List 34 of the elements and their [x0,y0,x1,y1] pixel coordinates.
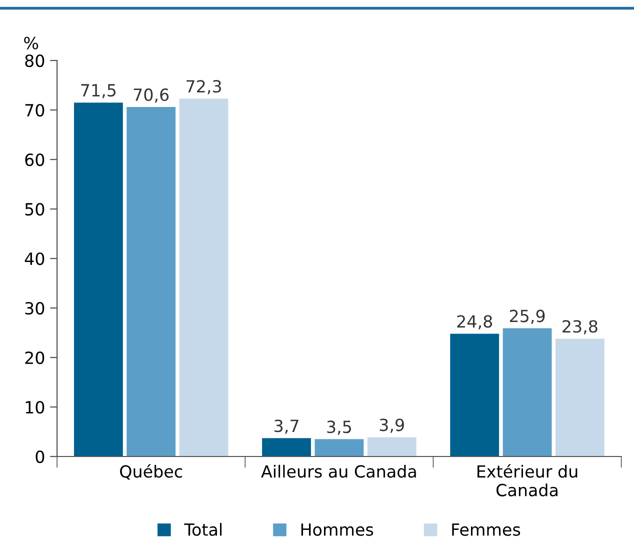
data-label: 71,5 [81,84,116,98]
y-tick-label: 10 [26,400,44,414]
bar [367,437,416,456]
bar [126,107,176,456]
bar [314,439,364,456]
data-label: 23,8 [562,320,598,334]
x-tick-label: Ailleurs au Canada [261,464,416,478]
bar [74,102,123,456]
bar [262,438,311,456]
data-label: 25,9 [510,310,545,324]
y-tick-label: 70 [25,104,44,117]
data-label: 24,8 [457,315,492,330]
bar [555,338,604,456]
bar [179,98,228,456]
legend-label: Femmes [452,523,520,536]
x-tick-label: Extérieur du Canada [478,464,578,496]
data-label: 3,9 [380,418,404,433]
y-tick-label: 50 [25,202,44,216]
data-label: 72,3 [186,80,221,94]
y-tick-label: 80 [25,54,44,68]
bar [450,334,500,456]
data-label: 3,5 [327,420,351,435]
data-label: 70,6 [134,88,169,103]
bar [502,328,552,456]
y-tick-label: 40 [24,252,44,266]
data-label: 3,7 [274,420,298,434]
y-axis-title: % [24,36,38,50]
y-tick-label: 0 [36,450,44,464]
legend-label: Total [184,522,222,536]
y-tick-label: 20 [25,351,44,364]
legend-label: Hommes [301,523,374,536]
y-tick-label: 60 [25,153,44,166]
x-tick-label: Québec [120,464,182,480]
y-tick-label: 30 [25,302,44,315]
